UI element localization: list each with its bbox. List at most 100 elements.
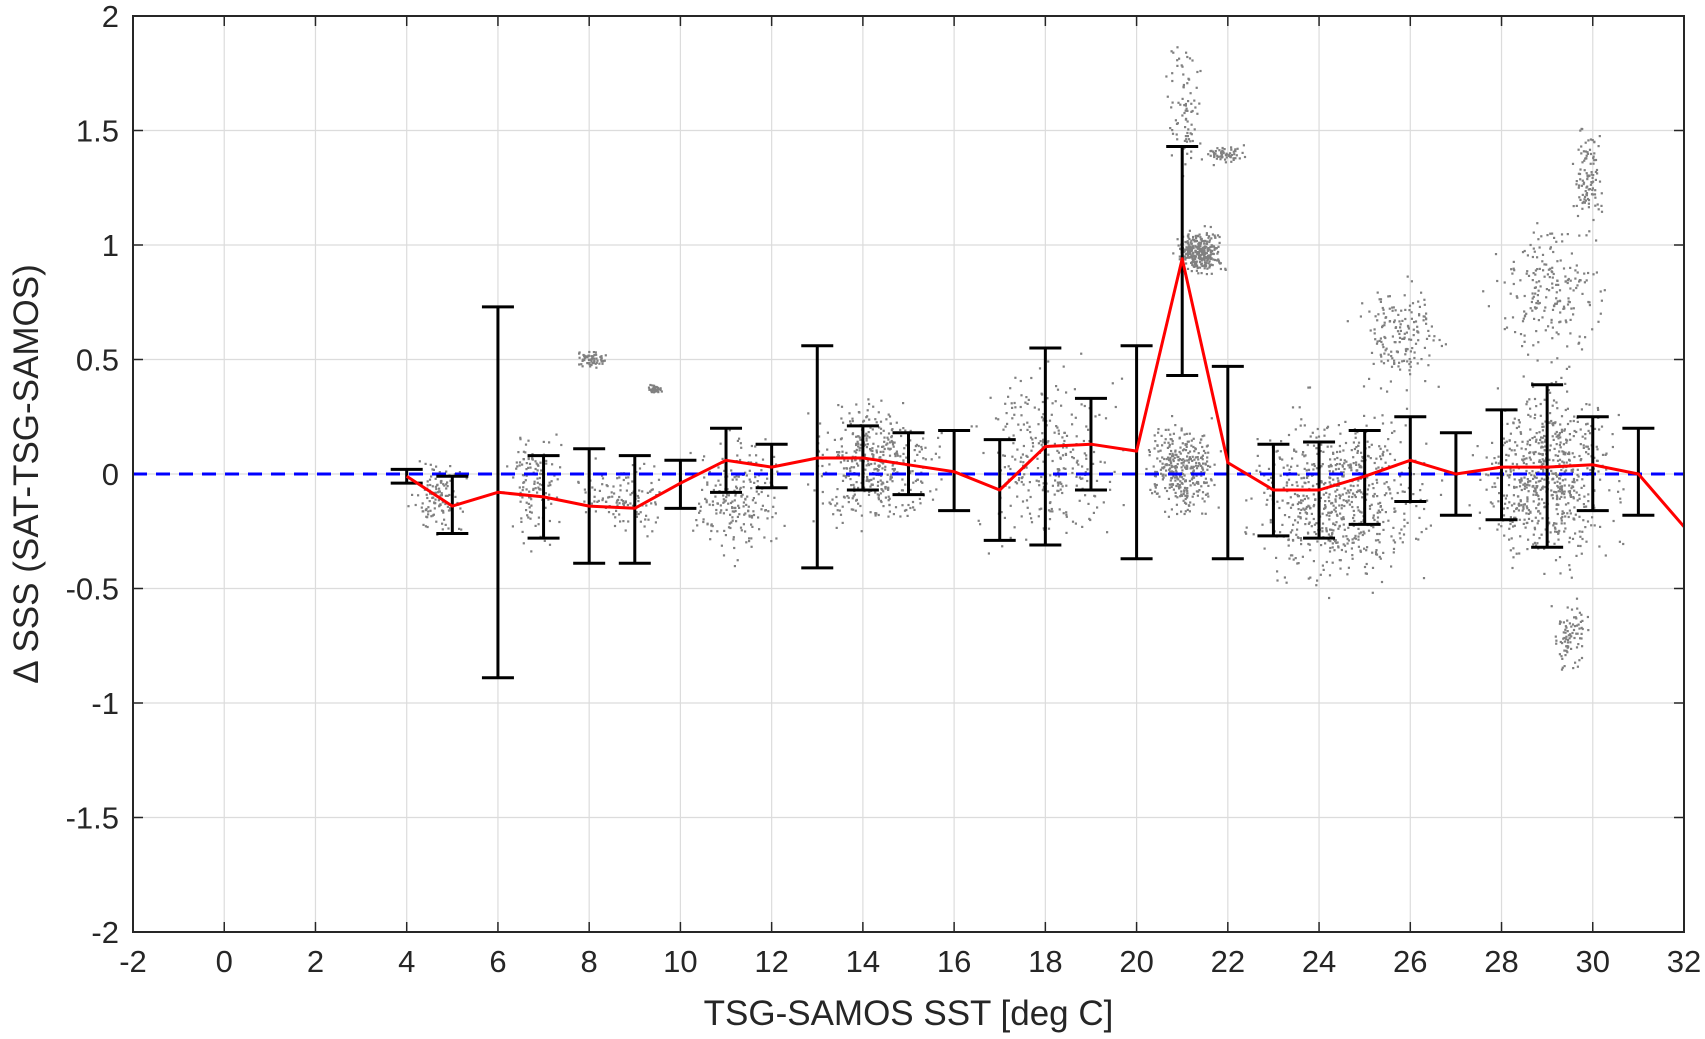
scatter-point: [1320, 443, 1323, 446]
scatter-point: [1291, 457, 1294, 460]
scatter-point: [1543, 275, 1546, 278]
scatter-point: [1342, 471, 1345, 474]
scatter-point: [1198, 233, 1201, 236]
scatter-point: [1533, 286, 1536, 289]
scatter-point: [1531, 279, 1534, 282]
scatter-point: [1329, 528, 1332, 531]
scatter-point: [1357, 527, 1360, 530]
scatter-point: [1002, 428, 1005, 431]
scatter-point: [1394, 341, 1397, 344]
scatter-point: [875, 449, 878, 452]
scatter-point: [1059, 481, 1062, 484]
scatter-point: [1340, 507, 1343, 510]
scatter-point: [1437, 385, 1440, 388]
scatter-point: [1213, 483, 1216, 487]
scatter-point: [1390, 365, 1394, 368]
scatter-point: [1523, 340, 1526, 343]
scatter-point: [1013, 526, 1016, 529]
scatter-point: [869, 426, 872, 429]
scatter-point: [903, 447, 906, 450]
scatter-point: [431, 496, 434, 499]
scatter-point: [1408, 363, 1411, 366]
scatter-point: [1216, 234, 1220, 237]
scatter-point: [1554, 530, 1557, 533]
scatter-point: [733, 546, 736, 550]
scatter-point: [1321, 512, 1324, 515]
scatter-point: [1581, 128, 1584, 131]
scatter-point: [731, 478, 734, 481]
scatter-point: [1182, 499, 1185, 502]
scatter-point: [1178, 483, 1181, 487]
scatter-point: [532, 487, 535, 490]
scatter-point: [1578, 493, 1581, 497]
scatter-point: [1232, 157, 1235, 160]
scatter-point: [744, 512, 747, 515]
scatter-point: [1313, 503, 1316, 507]
scatter-point: [1578, 280, 1581, 283]
scatter-point: [878, 464, 881, 467]
scatter-point: [720, 544, 723, 547]
scatter-point: [853, 493, 856, 496]
scatter-point: [1016, 495, 1019, 498]
scatter-point: [1588, 403, 1591, 406]
scatter-point: [1388, 320, 1391, 323]
scatter-point: [643, 525, 646, 528]
scatter-point: [1526, 483, 1529, 486]
scatter-point: [887, 495, 890, 498]
scatter-point: [1049, 501, 1052, 504]
scatter-point: [1221, 146, 1224, 150]
scatter-point: [887, 515, 890, 518]
scatter-point: [1433, 335, 1436, 338]
scatter-point: [1381, 452, 1384, 456]
scatter-point: [1170, 50, 1173, 53]
scatter-point: [1562, 631, 1565, 634]
scatter-point: [1579, 544, 1582, 548]
x-tick-label: 22: [1211, 944, 1245, 979]
scatter-point: [1300, 543, 1303, 546]
scatter-point: [1328, 514, 1331, 517]
scatter-point: [1560, 468, 1563, 472]
scatter-point: [776, 470, 779, 473]
scatter-point: [1511, 272, 1514, 275]
scatter-point: [1394, 326, 1398, 329]
scatter-point: [1622, 488, 1625, 491]
scatter-point: [1037, 515, 1040, 518]
scatter-point: [1028, 512, 1032, 515]
scatter-point: [871, 428, 874, 431]
scatter-point: [1570, 608, 1574, 611]
scatter-point: [1186, 492, 1189, 495]
scatter-point: [1408, 304, 1412, 307]
scatter-point: [1583, 159, 1586, 162]
scatter-point: [1178, 255, 1181, 258]
scatter-point: [1094, 415, 1097, 418]
scatter-point: [883, 447, 886, 451]
scatter-point: [1564, 275, 1567, 278]
scatter-point: [1051, 510, 1054, 513]
scatter-point: [1027, 489, 1030, 492]
scatter-point: [1559, 259, 1562, 262]
scatter-point: [1019, 405, 1022, 409]
scatter-point: [1198, 462, 1201, 465]
scatter-point: [1519, 481, 1522, 484]
scatter-point: [1551, 497, 1555, 500]
scatter-point: [1033, 406, 1036, 409]
scatter-point: [1154, 440, 1157, 443]
scatter-point: [1544, 459, 1547, 462]
scatter-point: [1404, 353, 1407, 356]
scatter-point: [453, 473, 456, 476]
scatter-point: [518, 461, 522, 464]
scatter-point: [918, 450, 921, 453]
scatter-point: [1333, 508, 1336, 511]
scatter-point: [755, 461, 758, 464]
scatter-point: [1211, 252, 1214, 255]
scatter-point: [1420, 358, 1423, 361]
scatter-point: [1568, 564, 1571, 567]
scatter-point: [1580, 184, 1583, 187]
scatter-point: [1010, 402, 1013, 405]
scatter-point: [1543, 572, 1546, 575]
scatter-point: [1586, 178, 1589, 181]
scatter-point: [1303, 497, 1306, 501]
scatter-point: [607, 496, 610, 499]
scatter-point: [1312, 517, 1315, 521]
scatter-point: [1316, 427, 1319, 431]
